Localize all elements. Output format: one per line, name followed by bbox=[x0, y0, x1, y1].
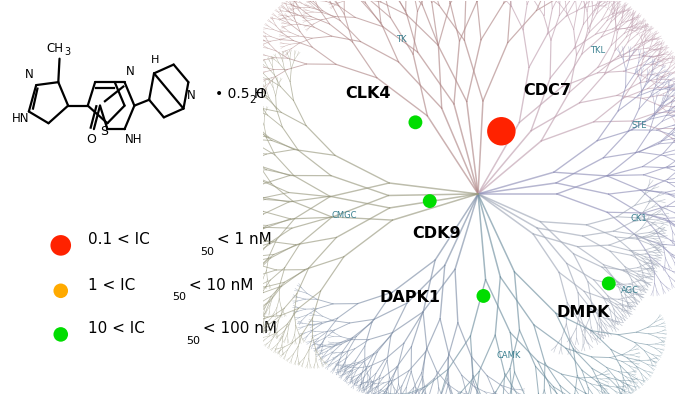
Text: STE: STE bbox=[631, 121, 647, 130]
Text: CLK4: CLK4 bbox=[345, 86, 390, 101]
Text: < 10 nM: < 10 nM bbox=[184, 278, 254, 293]
Text: O: O bbox=[86, 133, 97, 146]
Point bbox=[55, 331, 66, 338]
Point bbox=[55, 242, 66, 248]
Text: H: H bbox=[151, 55, 159, 65]
Text: N: N bbox=[25, 68, 34, 81]
Text: CDC7: CDC7 bbox=[523, 83, 571, 98]
Point bbox=[410, 119, 421, 126]
Text: CDK9: CDK9 bbox=[412, 226, 461, 241]
Text: NH: NH bbox=[124, 133, 142, 146]
Point bbox=[55, 288, 66, 294]
Text: N: N bbox=[126, 66, 135, 78]
Text: 10 < IC: 10 < IC bbox=[88, 322, 144, 337]
Text: TKL: TKL bbox=[591, 46, 605, 55]
Text: CAMK: CAMK bbox=[496, 350, 520, 359]
Point bbox=[603, 280, 614, 287]
Point bbox=[496, 128, 507, 134]
Text: CK1: CK1 bbox=[631, 214, 647, 224]
Point bbox=[478, 293, 489, 299]
Text: 2: 2 bbox=[249, 95, 256, 105]
Text: • 0.5 H: • 0.5 H bbox=[215, 87, 265, 101]
Text: DMPK: DMPK bbox=[557, 305, 610, 320]
Text: 1 < IC: 1 < IC bbox=[88, 278, 135, 293]
Text: DAPK1: DAPK1 bbox=[379, 290, 441, 305]
Text: CMGC: CMGC bbox=[331, 211, 356, 220]
Text: 50: 50 bbox=[172, 292, 186, 302]
Text: 0.1 < IC: 0.1 < IC bbox=[88, 232, 149, 247]
Text: N: N bbox=[187, 89, 196, 102]
Text: HN: HN bbox=[11, 112, 29, 125]
Point bbox=[425, 198, 435, 204]
Text: TK: TK bbox=[396, 36, 406, 45]
Text: 50: 50 bbox=[186, 336, 200, 346]
Text: AGC: AGC bbox=[621, 286, 639, 295]
Text: O: O bbox=[255, 87, 266, 101]
Text: 50: 50 bbox=[200, 247, 214, 257]
Text: 3: 3 bbox=[65, 47, 71, 57]
Text: < 1 nM: < 1 nM bbox=[212, 232, 272, 247]
Text: < 100 nM: < 100 nM bbox=[198, 322, 277, 337]
Text: CH: CH bbox=[46, 42, 63, 55]
Text: S: S bbox=[101, 125, 109, 138]
